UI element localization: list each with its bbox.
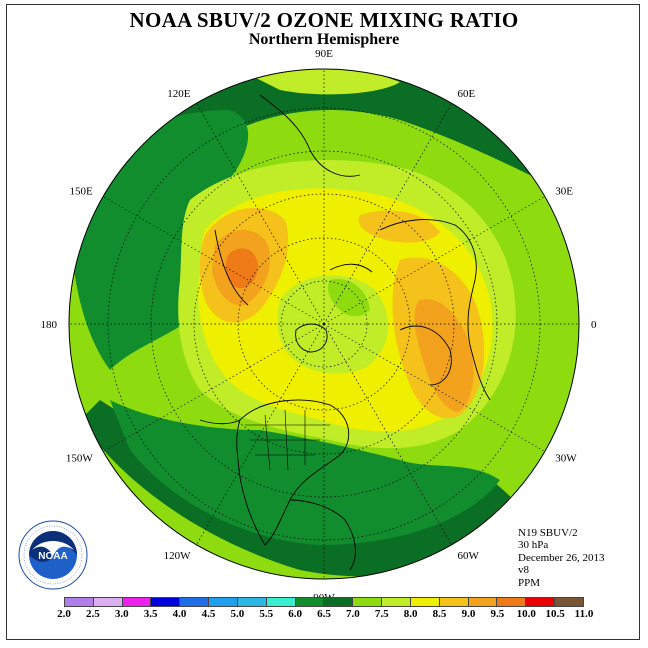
info-satellite: N19 SBUV/2 <box>518 527 578 539</box>
map-region-light-top <box>250 69 400 95</box>
info-version: v8 <box>518 564 529 577</box>
meridian-line <box>196 102 325 325</box>
longitude-label: 0 <box>591 319 597 331</box>
state-boundaries <box>245 409 330 471</box>
colorbar-tick-label: 4.5 <box>201 608 216 620</box>
page-title: NOAA SBUV/2 OZONE MIXING RATIO <box>129 8 519 32</box>
logo-text: NOAA <box>38 551 67 562</box>
map-region-orange-yellow-north <box>358 210 440 243</box>
noaa-logo-icon: NOAA <box>18 520 88 590</box>
meridian-line <box>323 196 546 325</box>
longitude-label: 150W <box>66 453 94 465</box>
meridian-line <box>102 323 325 452</box>
map-region-pole-dark <box>327 279 370 317</box>
meridian-line <box>102 196 325 325</box>
meridian-line <box>323 323 546 452</box>
colorbar-swatch <box>295 598 325 606</box>
meridian-line <box>323 323 452 546</box>
longitude-label: 30E <box>555 186 573 198</box>
figure-frame <box>6 4 640 640</box>
colorbar-swatch <box>497 598 527 606</box>
page-subtitle: Northern Hemisphere <box>248 31 400 48</box>
colorbar-tick-label: 10.0 <box>516 608 536 620</box>
longitude-label: 60W <box>458 550 480 562</box>
colorbar-tick-label: 7.5 <box>374 608 389 620</box>
info-date: December 26, 2013 <box>518 551 605 564</box>
colorbar-swatch <box>410 598 440 606</box>
colorbar-tick-label: 9.0 <box>461 608 476 620</box>
colorbar-swatch <box>526 598 556 606</box>
map-outline <box>68 68 580 580</box>
longitude-label: 150E <box>70 186 94 198</box>
colorbar-tick-label: 6.5 <box>317 608 331 620</box>
colorbar-swatch <box>122 598 152 606</box>
colorbar-tick-label: 4.0 <box>172 608 187 620</box>
meridian-line <box>323 102 452 325</box>
colorbar-tick-label: 6.0 <box>288 608 302 620</box>
longitude-label: 60E <box>458 88 476 100</box>
longitude-label: 90E <box>315 48 333 60</box>
colorbar-swatch <box>209 598 238 606</box>
map-region-green-south <box>110 400 500 545</box>
colorbar-tick-label: 7.0 <box>346 608 360 620</box>
colorbar-swatch <box>266 598 296 606</box>
info-level: 30 hPa <box>518 539 549 552</box>
colorbar-tick-label: 2.5 <box>86 608 100 620</box>
colorbar-swatch <box>468 598 498 606</box>
map-region-orange-east <box>414 299 474 412</box>
colorbar-swatch <box>151 598 181 606</box>
colorbar-swatch <box>439 598 469 606</box>
colorbar-swatch <box>353 598 383 606</box>
colorbar-ticks: 2.0 2.5 3.0 3.5 4.0 4.5 5.0 5.5 6.0 6.5 7.0 7.5 8.0 8… <box>48 608 600 622</box>
colorbar-tick-label: 3.5 <box>143 608 158 620</box>
colorbar-swatch <box>555 598 583 606</box>
colorbar-tick-label: 10.5 <box>545 608 565 620</box>
meridian-lines <box>69 69 579 579</box>
longitude-label: 180 <box>41 319 58 331</box>
colorbar-tick-label: 8.0 <box>403 608 418 620</box>
colorbar-tick-label: 5.0 <box>230 608 245 620</box>
colorbar-tick-label: 9.5 <box>490 608 505 620</box>
info-units: PPM <box>518 576 541 589</box>
colorbar-swatch <box>180 598 210 606</box>
meridian-line <box>196 323 325 546</box>
coastlines <box>199 94 491 571</box>
colorbar-swatch <box>324 598 354 606</box>
colorbar-tick-label: 3.0 <box>114 608 129 620</box>
colorbar-tick-label: 11.0 <box>574 608 594 620</box>
colorbar-swatch <box>65 598 94 606</box>
longitude-label: 120E <box>167 88 191 100</box>
longitude-label: 120W <box>164 550 192 562</box>
colorbar-swatch <box>237 598 267 606</box>
colorbar-swatch <box>382 598 411 606</box>
colorbar-swatch <box>93 598 123 606</box>
colorbar-tick-label: 5.5 <box>259 608 274 620</box>
info-block: N19 SBUV/2 30 hPa December 26, 2013 v8 P… <box>518 527 604 589</box>
colorbar-tick-label: 8.5 <box>432 608 447 620</box>
colorbar-tick-label: 2.0 <box>57 608 71 620</box>
map-region-dark-orange-west <box>225 248 258 289</box>
colorbar <box>64 597 584 607</box>
longitude-label: 30W <box>555 453 577 465</box>
